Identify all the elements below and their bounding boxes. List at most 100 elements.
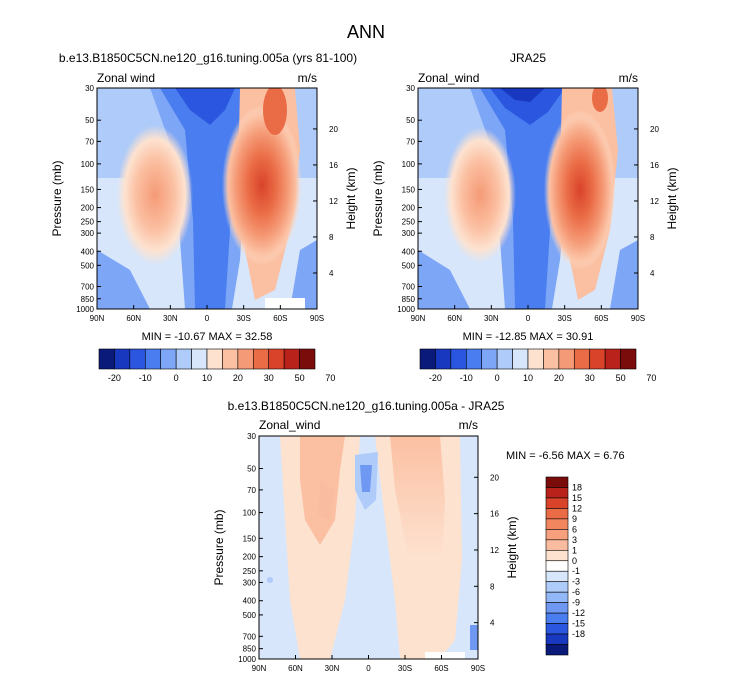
colorbar-swatch bbox=[545, 560, 569, 572]
y-tick-label: 1000 bbox=[76, 305, 94, 314]
colorbar-label: 10 bbox=[523, 373, 533, 383]
y2-tick-label: 8 bbox=[490, 582, 495, 591]
y-tick-label: 50 bbox=[247, 464, 256, 473]
colorbar-label: 50 bbox=[295, 373, 305, 383]
y2-tick-label: 8 bbox=[650, 233, 655, 242]
x-tick-label: 60S bbox=[434, 664, 448, 673]
chart-axes: 305070100150200250300400500700850100090N… bbox=[212, 432, 519, 673]
units-label: m/s bbox=[619, 71, 638, 85]
colorbar-label: 0 bbox=[495, 373, 500, 383]
y-tick-label: 500 bbox=[243, 611, 257, 620]
colorbar-label: 3 bbox=[572, 535, 577, 545]
y2-tick-label: 16 bbox=[490, 510, 499, 519]
y-tick-label: 300 bbox=[81, 229, 95, 238]
colorbar-label: 6 bbox=[572, 524, 577, 534]
x-tick-label: 90N bbox=[411, 314, 426, 323]
colorbar-swatch bbox=[545, 612, 569, 624]
colorbar-model: -20 -10 0 10 20 30 50 70 bbox=[98, 348, 335, 383]
panel-title: b.e13.B1850C5CN.ne120_g16.tuning.005a (y… bbox=[59, 51, 357, 65]
colorbar-label: -10 bbox=[460, 373, 473, 383]
colorbar-swatch bbox=[222, 348, 239, 370]
colorbar-label: 1 bbox=[572, 545, 577, 555]
y-tick-label: 70 bbox=[85, 137, 94, 146]
colorbar-swatch bbox=[237, 348, 254, 370]
colorbar-swatch bbox=[160, 348, 177, 370]
y-tick-label: 30 bbox=[85, 84, 94, 93]
colorbar-label: -9 bbox=[572, 598, 580, 608]
colorbar-swatch bbox=[545, 497, 569, 509]
y-tick-label: 700 bbox=[81, 283, 95, 292]
colorbar-label: 30 bbox=[264, 373, 274, 383]
y-tick-label: 400 bbox=[402, 247, 416, 256]
colorbar-swatch bbox=[589, 348, 606, 370]
colorbar-swatch bbox=[527, 348, 544, 370]
y-tick-label: 500 bbox=[402, 261, 416, 270]
y2-tick-label: 20 bbox=[650, 125, 659, 134]
colorbar-swatch bbox=[545, 529, 569, 541]
colorbar-swatch bbox=[604, 348, 621, 370]
x-tick-label: 0 bbox=[526, 314, 531, 323]
y2-tick-label: 12 bbox=[650, 197, 659, 206]
colorbar-label: -6 bbox=[572, 587, 580, 597]
y-tick-label: 200 bbox=[402, 204, 416, 213]
y2-tick-label: 16 bbox=[329, 161, 338, 170]
colorbar-swatch bbox=[545, 591, 569, 603]
y-tick-label: 250 bbox=[81, 218, 95, 227]
x-tick-label: 60S bbox=[273, 314, 287, 323]
x-tick-label: 60N bbox=[126, 314, 141, 323]
y-tick-label: 1000 bbox=[397, 305, 415, 314]
colorbar-swatch bbox=[545, 476, 569, 488]
chart-axes: 305070100150200250300400500700850100090N… bbox=[371, 84, 679, 323]
x-tick-label: 30N bbox=[484, 314, 499, 323]
colorbar-label: 70 bbox=[325, 373, 335, 383]
colorbar-label: 0 bbox=[174, 373, 179, 383]
x-tick-label: 60N bbox=[288, 664, 303, 673]
y2-axis-label: Height (km) bbox=[344, 167, 358, 229]
panel-title: JRA25 bbox=[510, 51, 546, 65]
y2-tick-label: 8 bbox=[329, 233, 334, 242]
y-tick-label: 300 bbox=[402, 229, 416, 238]
panel-reference: JRA25 Zonal_wind m/s MIN = -12.85 MAX = … bbox=[417, 51, 639, 343]
colorbar-label: 9 bbox=[572, 514, 577, 524]
y-tick-label: 70 bbox=[406, 137, 415, 146]
y-tick-label: 100 bbox=[243, 509, 257, 518]
y2-tick-label: 4 bbox=[490, 619, 495, 628]
y-tick-label: 100 bbox=[81, 160, 95, 169]
x-tick-label: 90S bbox=[310, 314, 324, 323]
y-tick-label: 250 bbox=[243, 567, 257, 576]
colorbar-label: 12 bbox=[572, 503, 582, 513]
field-label: Zonal_wind bbox=[418, 71, 479, 85]
colorbar-label: 50 bbox=[616, 373, 626, 383]
colorbar-swatch bbox=[496, 348, 513, 370]
y-tick-label: 850 bbox=[243, 645, 257, 654]
y-tick-label: 200 bbox=[243, 553, 257, 562]
x-tick-label: 90N bbox=[90, 314, 105, 323]
colorbar-label: 70 bbox=[646, 373, 656, 383]
y-tick-label: 700 bbox=[402, 283, 416, 292]
colorbar-swatch bbox=[419, 348, 436, 370]
y-tick-label: 50 bbox=[85, 116, 94, 125]
x-tick-label: 90N bbox=[252, 664, 267, 673]
colorbar-swatch bbox=[545, 518, 569, 530]
colorbar-swatch bbox=[268, 348, 285, 370]
colorbar-swatch bbox=[144, 348, 162, 370]
colorbar-swatch bbox=[545, 487, 569, 499]
y2-tick-label: 20 bbox=[490, 473, 499, 482]
x-tick-label: 60N bbox=[447, 314, 462, 323]
x-tick-label: 90S bbox=[631, 314, 645, 323]
colorbar-swatch bbox=[465, 348, 483, 370]
colorbar-label: 10 bbox=[202, 373, 212, 383]
field-label: Zonal_wind bbox=[259, 418, 320, 432]
contour-field bbox=[97, 88, 317, 309]
y-tick-label: 30 bbox=[406, 84, 415, 93]
y2-axis-label: Height (km) bbox=[665, 167, 679, 229]
colorbar-label: -20 bbox=[108, 373, 121, 383]
colorbar-swatch bbox=[129, 348, 146, 370]
colorbar-swatch bbox=[206, 348, 223, 370]
colorbar-swatch bbox=[545, 602, 569, 614]
colorbar-swatch bbox=[283, 348, 300, 370]
stats-label: MIN = -12.85 MAX = 30.91 bbox=[463, 331, 594, 343]
y-tick-label: 250 bbox=[402, 218, 416, 227]
